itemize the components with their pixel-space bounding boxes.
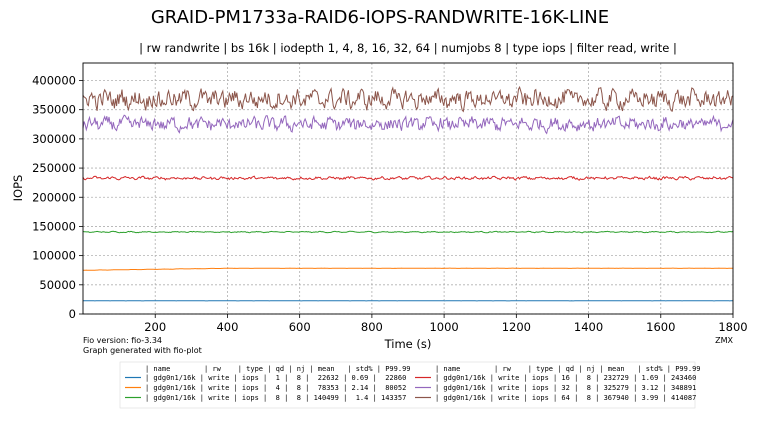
x-axis-ticks: 200 400 600 800 1000 1200 1400 1600 1800 [144,314,748,334]
y-tick-label: 0 [69,307,76,321]
x-tick-label: 1400 [574,320,603,334]
series-line [82,230,734,234]
legend-entry: | gdg0n1/16k | write | iops | 16 | 8 | 2… [435,374,696,382]
y-tick-label: 250000 [32,161,76,175]
x-tick-label: 200 [144,320,166,334]
x-tick-label: 1000 [429,320,458,334]
legend-entry: | gdg0n1/16k | write | iops | 1 | 8 | 22… [145,374,406,382]
x-tick-label: 1200 [502,320,531,334]
y-tick-label: 50000 [39,278,76,292]
x-tick-label: 800 [361,320,383,334]
legend-box [119,361,696,409]
x-tick-label: 400 [216,320,238,334]
y-tick-label: 350000 [32,103,76,117]
legend-entry: | gdg0n1/16k | write | iops | 8 | 8 | 14… [145,394,406,402]
x-tick-label: 1800 [718,320,747,334]
series-line [82,175,734,181]
legend: | name | rw | type | qd | nj | mean | st… [119,361,701,409]
series-lines [82,85,734,302]
y-axis-label: IOPS [11,175,25,202]
y-tick-label: 150000 [32,219,76,233]
series-line [82,85,734,113]
chart-subtitle: | rw randwrite | bs 16k | iodepth 1, 4, … [139,41,677,55]
legend-entry: | gdg0n1/16k | write | iops | 32 | 8 | 3… [435,384,696,392]
brand-note: ZMX [715,336,733,345]
x-axis-label: Time (s) [384,337,432,351]
y-axis-ticks: 0 50000 100000 150000 200000 250000 300000 3500… [32,74,83,321]
legend-entry: | gdg0n1/16k | write | iops | 64 | 8 | 3… [435,394,696,402]
generator-note: Graph generated with fio-plot [83,346,202,355]
fio-version-note: Fio version: fio-3.34 [83,336,162,345]
x-tick-label: 1600 [646,320,675,334]
plot-frame [82,62,734,315]
grid-lines [83,63,734,315]
series-line [82,114,734,135]
x-tick-label: 600 [289,320,311,334]
legend-entry: | gdg0n1/16k | write | iops | 4 | 8 | 78… [145,384,406,392]
legend-header-right: | name | rw | type | qd | nj | mean | st… [435,365,701,373]
y-tick-label: 300000 [32,132,76,146]
series-line [83,267,734,271]
y-tick-label: 200000 [32,190,76,204]
y-tick-label: 100000 [32,249,76,263]
y-tick-label: 400000 [32,74,76,88]
legend-header-left: | name | rw | type | qd | nj | mean | st… [145,365,411,373]
chart-title: GRAID-PM1733a-RAID6-IOPS-RANDWRITE-16K-L… [151,7,609,28]
